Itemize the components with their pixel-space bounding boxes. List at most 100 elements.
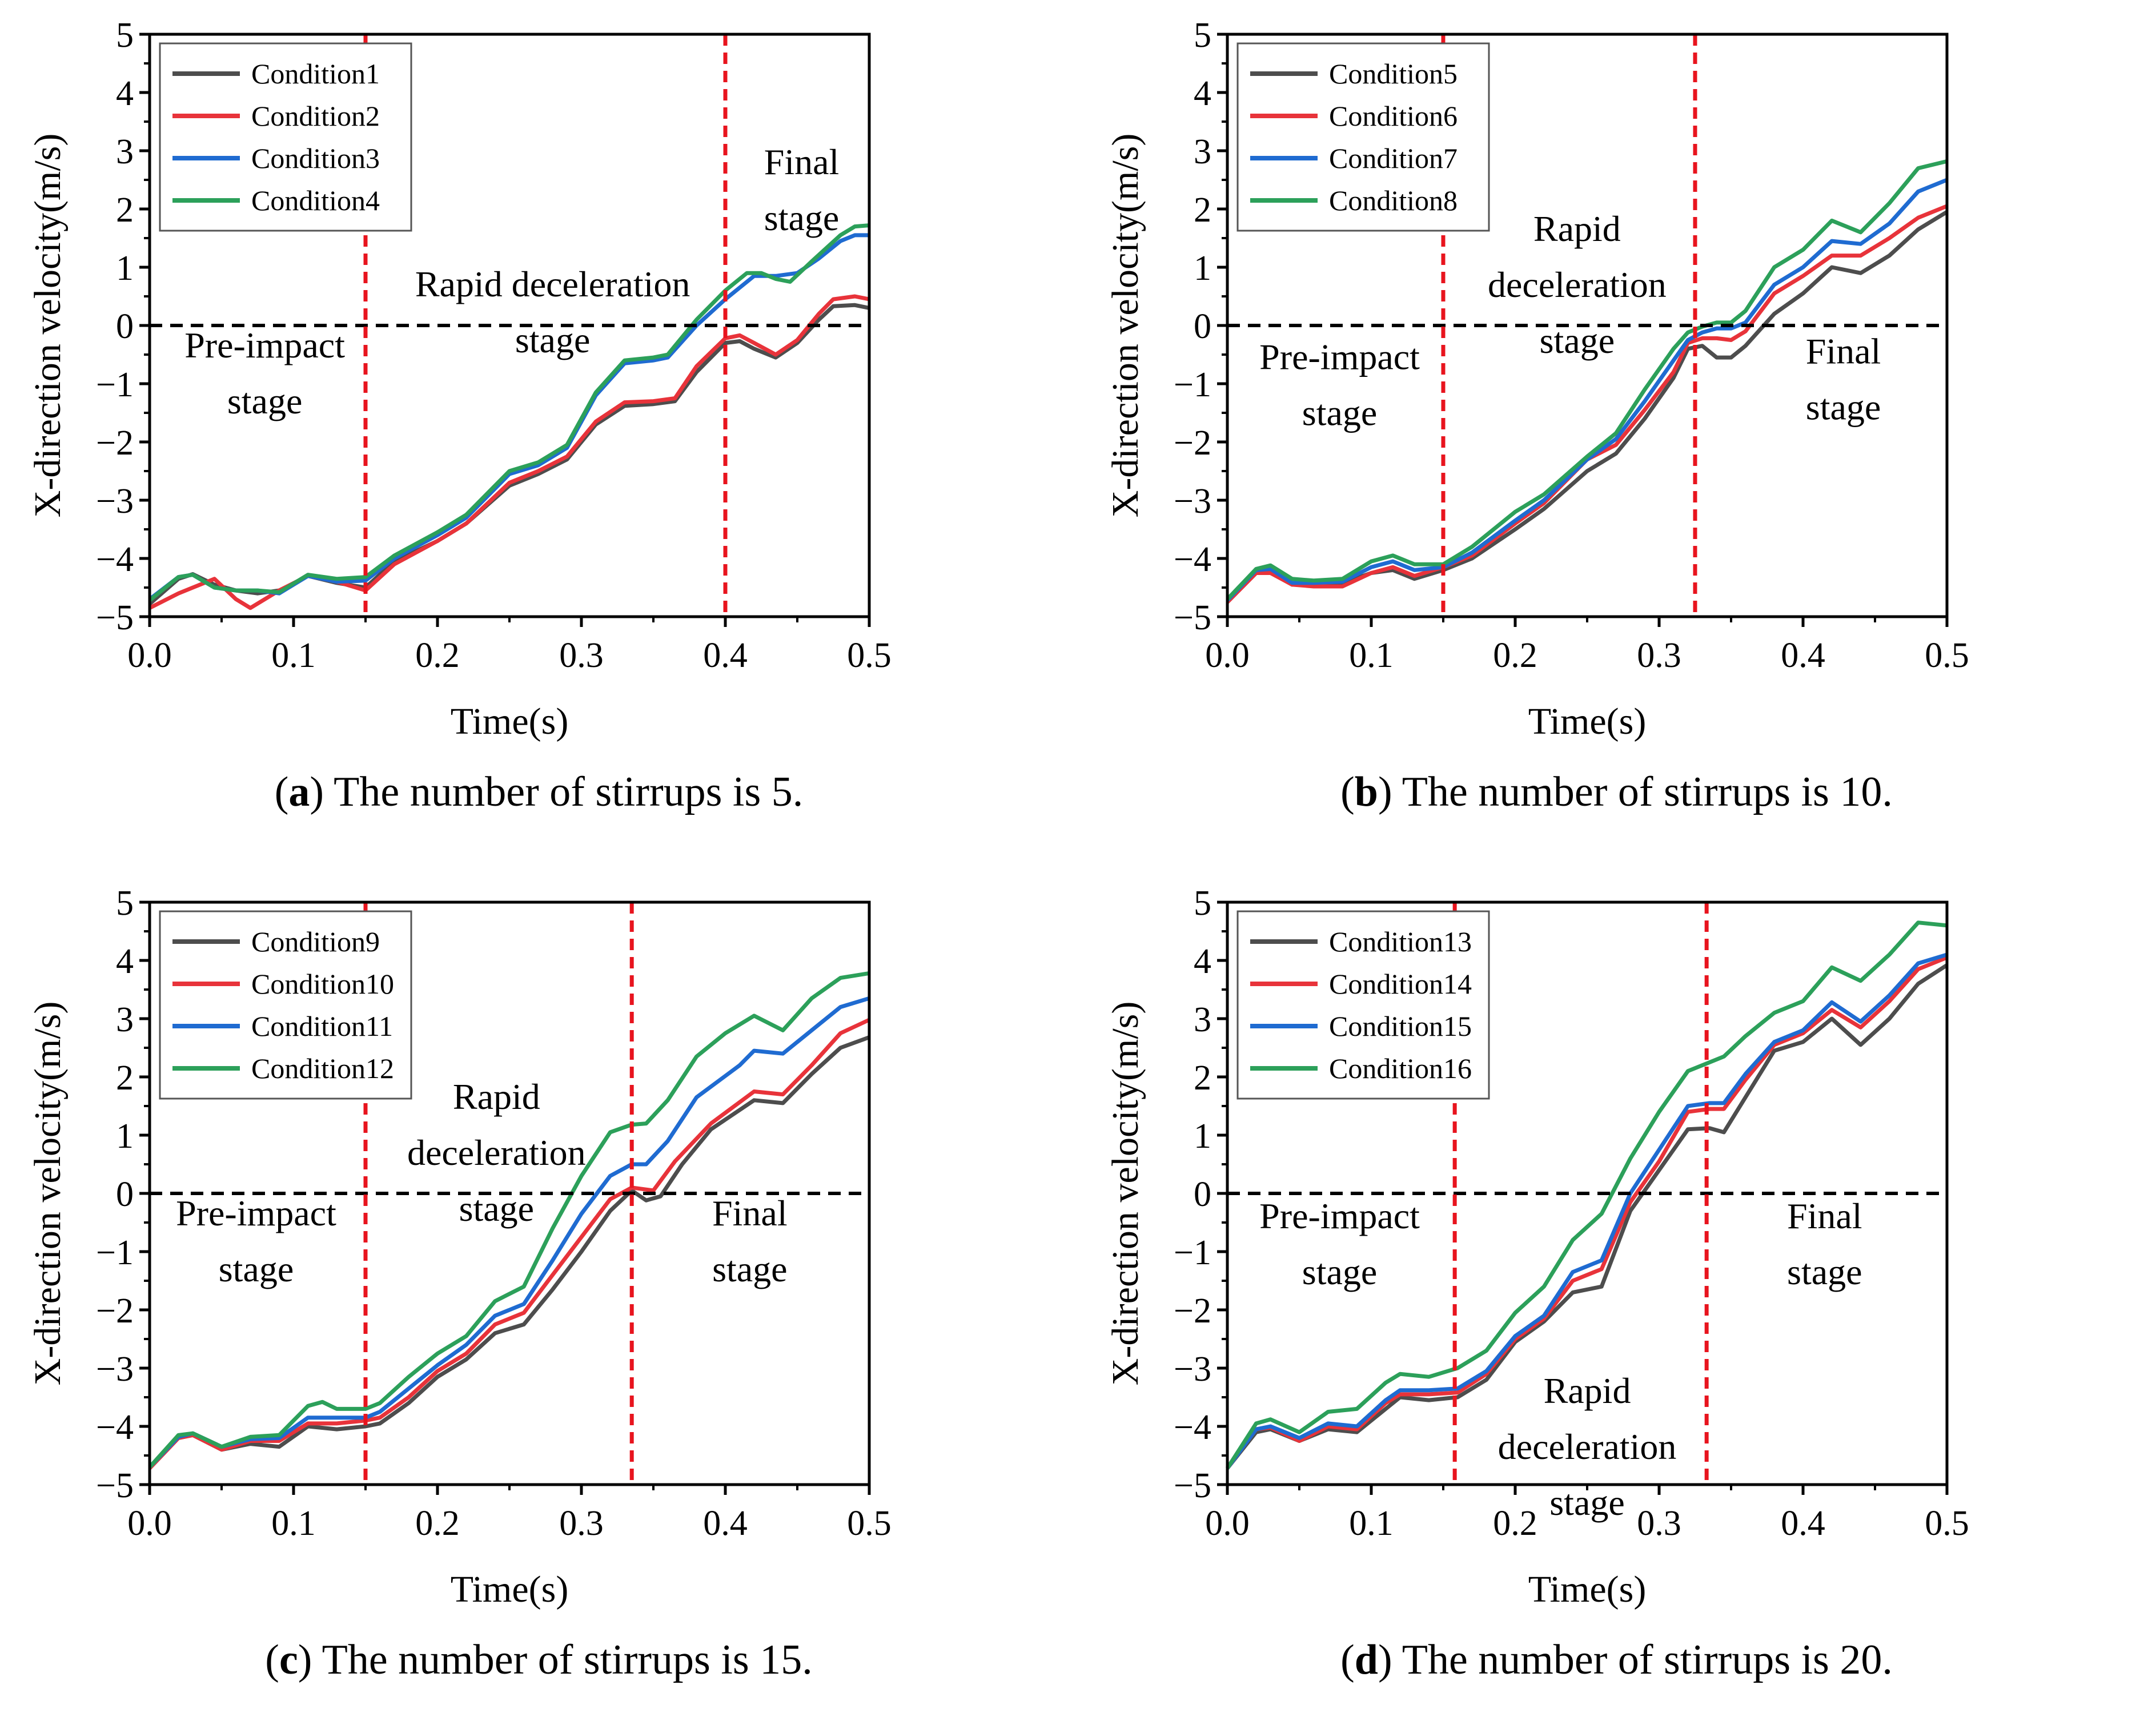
x-tick-label: 0.1 [1349, 1504, 1394, 1543]
stage-label-line: stage [227, 381, 303, 421]
y-tick-label: 5 [116, 884, 134, 923]
stage-label: Pre-impact stage [176, 1193, 336, 1289]
series-group [1226, 159, 1948, 604]
y-tick-label: 3 [116, 132, 134, 171]
series-line-condition13 [1226, 963, 1948, 1470]
stage-label-line: deceleration [1498, 1426, 1677, 1467]
stage-label-line: stage [764, 198, 840, 238]
x-axis-title: Time(s) [1528, 701, 1647, 742]
y-axis-title: X-direction velocity(m/s) [1105, 134, 1146, 518]
legend-label: Condition9 [251, 926, 380, 958]
y-tick-label: −1 [96, 1233, 134, 1272]
y-tick-label: −2 [96, 1292, 134, 1330]
caption-letter: d [1354, 1636, 1378, 1683]
x-tick-label: 0.0 [127, 636, 172, 675]
series-line-condition8 [1226, 159, 1948, 601]
series-line-condition12 [148, 971, 870, 1469]
legend-label: Condition10 [251, 968, 394, 1000]
x-tick-label: 0.3 [1637, 636, 1681, 675]
x-tick-label: 0.0 [1205, 636, 1250, 675]
x-tick-label: 0.5 [847, 1504, 892, 1543]
y-tick-label: 0 [116, 307, 134, 346]
chart-c: Pre-impact stage Rapid deceleration stage Fin… [27, 884, 892, 1610]
stage-label-line: Pre-impact [184, 325, 345, 365]
legend-label: Condition7 [1329, 142, 1458, 174]
y-tick-label: 2 [116, 1059, 134, 1097]
x-tick-label: 0.4 [1781, 636, 1825, 675]
series-line-condition16 [1226, 920, 1948, 1470]
x-tick-label: 0.1 [271, 636, 316, 675]
y-tick-label: 5 [1194, 884, 1211, 923]
y-tick-label: 1 [1194, 1117, 1211, 1156]
y-tick-label: −3 [1174, 1350, 1211, 1389]
legend-label: Condition16 [1329, 1052, 1472, 1084]
stage-label: Rapid deceleration stage [407, 1076, 586, 1229]
legend: Condition1 Condition2 Condition3 Condition4 [159, 42, 412, 232]
stage-label: Pre-impact stage [1259, 1196, 1420, 1292]
y-tick-label: −4 [96, 540, 134, 579]
series-line-condition14 [1226, 955, 1948, 1470]
legend-label: Condition4 [251, 184, 380, 216]
x-axis-title: Time(s) [1528, 1569, 1647, 1610]
y-tick-label: −3 [1174, 482, 1211, 521]
legend-label: Condition14 [1329, 968, 1472, 1000]
caption-letter: a [288, 769, 310, 815]
x-tick-label: 0.1 [271, 1504, 316, 1543]
legend: Condition9 Condition10 Condition11 Conditio… [159, 910, 412, 1100]
caption-c: (c) The number of stirrups is 15. [265, 1636, 813, 1683]
x-tick-label: 0.2 [1493, 1504, 1537, 1543]
y-tick-label: 3 [1194, 1000, 1211, 1039]
y-tick-label: −4 [96, 1408, 134, 1447]
legend-label: Condition2 [251, 100, 380, 132]
caption-a: (a) The number of stirrups is 5. [274, 769, 804, 815]
x-tick-label: 0.0 [127, 1504, 172, 1543]
y-tick-label: −4 [1174, 540, 1211, 579]
stage-label-line: deceleration [407, 1132, 586, 1173]
stage-label-line: Final [712, 1193, 788, 1233]
x-tick-label: 0.2 [415, 1504, 460, 1543]
caption-text: The number of stirrups is 15. [312, 1636, 813, 1683]
x-axis-title: Time(s) [451, 701, 569, 742]
caption-text: The number of stirrups is 10. [1392, 769, 1893, 815]
legend-label: Condition5 [1329, 58, 1458, 90]
stage-label-line: stage [1302, 393, 1378, 433]
panel-b: Pre-impact stage Rapid deceleration stage Fin… [1078, 0, 2155, 857]
x-tick-label: 0.4 [1781, 1504, 1825, 1543]
stage-label-line: Rapid [1544, 1370, 1631, 1411]
stage-label-line: stage [1540, 320, 1615, 361]
y-tick-label: −3 [96, 1350, 134, 1389]
stage-label-line: stage [1787, 1252, 1862, 1292]
y-tick-label: 1 [116, 1117, 134, 1156]
stage-label-line: stage [1806, 387, 1881, 427]
caption-letter: c [279, 1636, 298, 1683]
x-tick-label: 0.2 [1493, 636, 1537, 675]
y-tick-label: −1 [1174, 1233, 1211, 1272]
y-axis-title: X-direction velocity(m/s) [27, 1002, 69, 1386]
y-tick-label: 0 [1194, 1175, 1211, 1214]
y-tick-label: −5 [96, 598, 134, 637]
x-tick-label: 0.0 [1205, 1504, 1250, 1543]
stage-label-line: Pre-impact [1259, 1196, 1420, 1236]
series-line-condition10 [148, 1018, 870, 1470]
stage-label: Final stage [1806, 331, 1881, 427]
panel-a: Pre-impact stage Rapid deceleration stage Fi… [0, 0, 1078, 857]
legend: Condition13 Condition14 Condition15 Conditi… [1236, 910, 1490, 1100]
x-tick-label: 0.3 [559, 636, 604, 675]
series-group [148, 223, 870, 610]
legend-label: Condition13 [1329, 926, 1472, 958]
x-tick-label: 0.1 [1349, 636, 1394, 675]
y-tick-label: −2 [96, 424, 134, 463]
y-axis-title: X-direction velocity(m/s) [1105, 1002, 1146, 1386]
stage-label: Final stage [1787, 1196, 1862, 1292]
x-tick-label: 0.5 [1925, 1504, 1969, 1543]
series-line-condition9 [148, 1035, 870, 1470]
x-tick-label: 0.3 [1637, 1504, 1681, 1543]
series-line-condition15 [1226, 952, 1948, 1470]
legend-label: Condition8 [1329, 184, 1458, 216]
legend-label: Condition12 [251, 1052, 394, 1084]
legend-label: Condition3 [251, 142, 380, 174]
series-line-condition6 [1226, 204, 1948, 604]
x-tick-label: 0.5 [847, 636, 892, 675]
